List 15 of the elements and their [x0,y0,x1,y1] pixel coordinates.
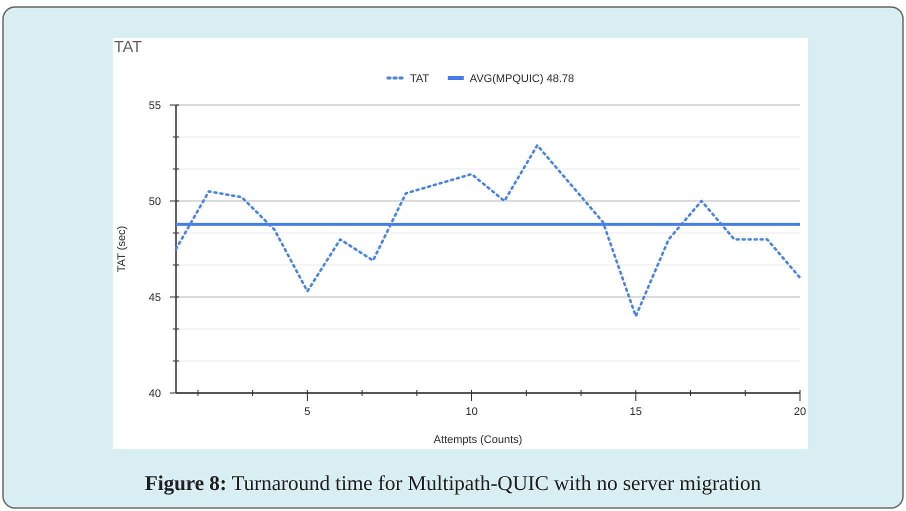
legend-label: TAT [410,73,430,85]
y-tick-label: 55 [148,100,161,112]
y-tick-label: 45 [148,292,161,304]
x-tick-label: 15 [630,406,642,418]
y-axis-title: TAT (sec) [116,226,128,272]
x-tick-label: 10 [465,406,478,418]
line-series [174,144,802,318]
chart-title: TAT [114,39,142,56]
x-axis-title: Attempts (Counts) [434,434,522,446]
y-tick-label: 40 [148,388,161,400]
caption: Figure 8: Turnaround time for Multipath-QUIC with no server migration [144,471,762,495]
legend-label: AVG(MPQUIC) 48.78 [470,73,574,85]
y-tick-label: 50 [148,196,161,208]
x-tick-label: 5 [304,406,310,418]
x-tick-label: 20 [794,406,806,418]
